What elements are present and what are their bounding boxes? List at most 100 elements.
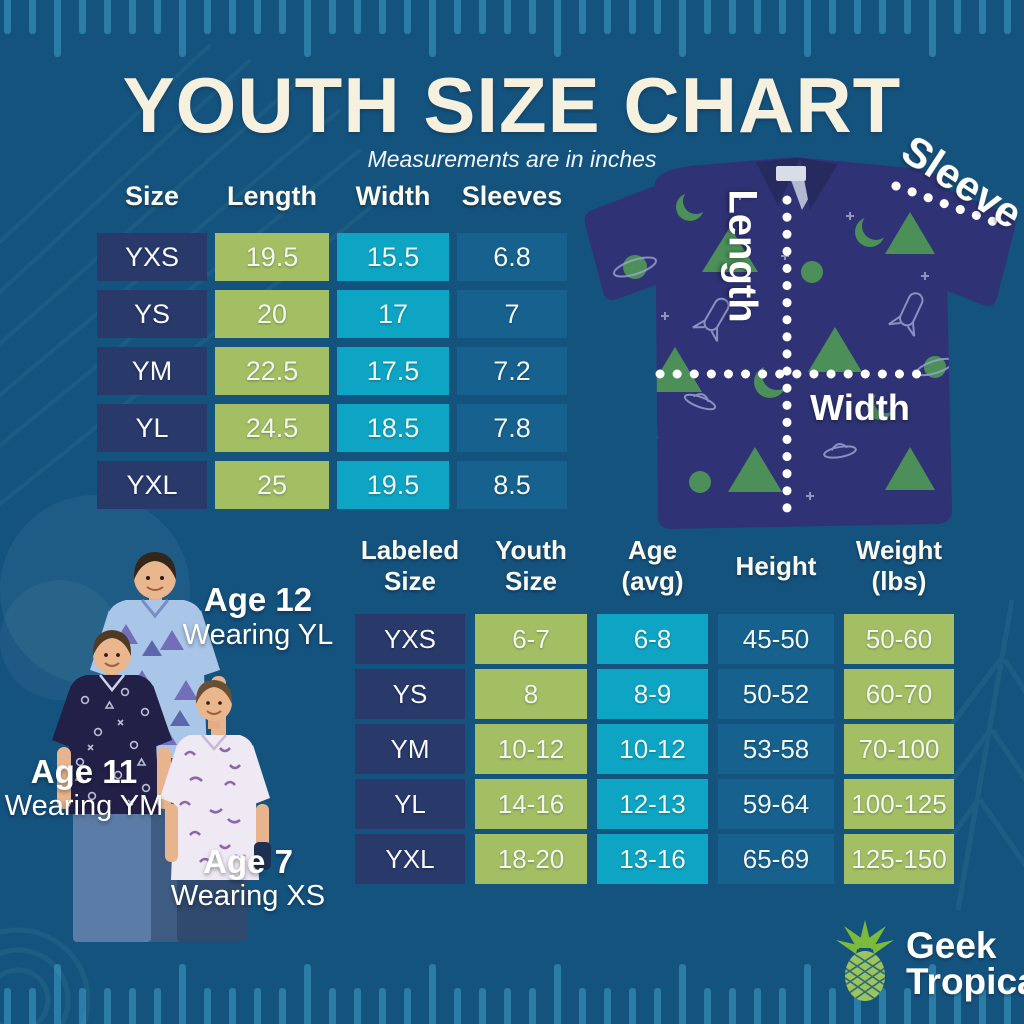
ruler-tick: [979, 0, 986, 34]
ruler-tick: [1004, 0, 1011, 34]
ruler-tick: [454, 988, 461, 1024]
brand-line-1: Geek: [906, 925, 997, 966]
age-cell: 12-13: [597, 779, 708, 829]
weight-cell: 60-70: [844, 669, 954, 719]
model-age-7-label: Age 7: [203, 843, 293, 880]
age-cell: 13-16: [597, 834, 708, 884]
ruler-tick: [129, 0, 136, 34]
labeled-size-cell: YXL: [355, 834, 465, 884]
width-cell: 17.5: [337, 347, 449, 395]
pineapple-icon: [836, 920, 894, 1001]
size-cell: YL: [97, 404, 207, 452]
ruler-bottom: [0, 960, 1024, 1024]
youth-size-cell: 10-12: [475, 724, 587, 774]
age-cell: 6-8: [597, 614, 708, 664]
height-cell: 65-69: [718, 834, 834, 884]
labeled-size-cell: YL: [355, 779, 465, 829]
ruler-tick: [529, 988, 536, 1024]
model-age-12-wearing: Wearing YL: [182, 619, 334, 651]
ruler-tick: [829, 0, 836, 34]
ruler-tick: [404, 0, 411, 34]
length-cell: 20: [215, 290, 329, 338]
fit-table: Labeled Size Youth Size Age (avg) Height…: [355, 530, 954, 884]
col-header-length: Length: [227, 181, 317, 211]
model-age-7: [160, 680, 271, 942]
ruler-tick: [504, 0, 511, 34]
ruler-tick: [954, 988, 961, 1024]
ruler-top: [0, 0, 1024, 64]
length-cell: 22.5: [215, 347, 329, 395]
size-cell: YXS: [97, 233, 207, 281]
shirt-left-sleeve: [584, 184, 678, 301]
ruler-tick: [354, 988, 361, 1024]
ruler-tick: [229, 988, 236, 1024]
col-header-sleeves: Sleeves: [461, 181, 563, 211]
col-header-size: Size: [124, 181, 180, 211]
width-cell: 19.5: [337, 461, 449, 509]
ruler-tick: [729, 988, 736, 1024]
model-age-11-label: Age 11: [30, 753, 138, 790]
brand-logo: Geek Tropical: [828, 918, 1024, 1006]
ruler-tick: [554, 0, 561, 57]
ruler-tick: [879, 988, 886, 1024]
ruler-tick: [779, 0, 786, 34]
measurement-table: Size Length Width Sleeves YXS 19.5 15.5 …: [97, 176, 567, 509]
youth-size-cell: 6-7: [475, 614, 587, 664]
height-cell: 53-58: [718, 724, 834, 774]
sleeves-cell: 7: [457, 290, 567, 338]
page-title: YOUTH SIZE CHART: [122, 61, 902, 149]
weight-cell: 50-60: [844, 614, 954, 664]
width-cell: 15.5: [337, 233, 449, 281]
model-age-11: [52, 630, 172, 942]
ruler-tick: [104, 0, 111, 34]
ruler-tick: [654, 0, 661, 34]
youth-size-cell: 18-20: [475, 834, 587, 884]
ruler-tick: [429, 964, 436, 1024]
ruler-tick: [604, 988, 611, 1024]
ruler-tick: [279, 988, 286, 1024]
ruler-tick: [204, 0, 211, 34]
pineapple-crown: [836, 920, 894, 954]
height-cell: 45-50: [718, 614, 834, 664]
ruler-tick: [704, 988, 711, 1024]
ruler-tick: [254, 0, 261, 34]
col-header-height: Height: [735, 550, 817, 581]
sleeves-cell: 6.8: [457, 233, 567, 281]
ruler-tick: [604, 0, 611, 34]
col-header-width: Width: [355, 181, 431, 211]
col-header-labeled-size: Labeled Size: [360, 535, 460, 596]
sleeve-dotted-line: [891, 181, 1005, 229]
ruler-tick: [354, 0, 361, 34]
age-cell: 8-9: [597, 669, 708, 719]
ruler-tick: [479, 0, 486, 34]
width-label: Width: [810, 387, 910, 428]
ruler-tick: [754, 0, 761, 34]
sleeves-cell: 8.5: [457, 461, 567, 509]
ruler-tick: [579, 0, 586, 34]
labeled-size-cell: YS: [355, 669, 465, 719]
ruler-tick: [4, 0, 11, 34]
size-cell: YM: [97, 347, 207, 395]
brand-name: Geek Tropical: [906, 925, 1024, 1002]
kid-models-photo: [52, 552, 271, 942]
ruler-tick: [929, 0, 936, 57]
ruler-tick: [279, 0, 286, 34]
ruler-tick: [479, 988, 486, 1024]
ruler-tick: [254, 988, 261, 1024]
height-cell: 50-52: [718, 669, 834, 719]
ruler-tick: [79, 0, 86, 34]
brand-line-2: Tropical: [906, 961, 1024, 1002]
ruler-tick: [29, 0, 36, 34]
width-cell: 18.5: [337, 404, 449, 452]
length-label: Length: [720, 189, 765, 323]
ruler-tick: [179, 0, 186, 57]
ruler-tick: [879, 0, 886, 34]
ruler-tick: [854, 0, 861, 34]
length-cell: 19.5: [215, 233, 329, 281]
weight-cell: 70-100: [844, 724, 954, 774]
ruler-tick: [329, 0, 336, 34]
ruler-tick: [979, 988, 986, 1024]
ruler-tick: [229, 0, 236, 34]
ruler-tick: [4, 988, 11, 1024]
